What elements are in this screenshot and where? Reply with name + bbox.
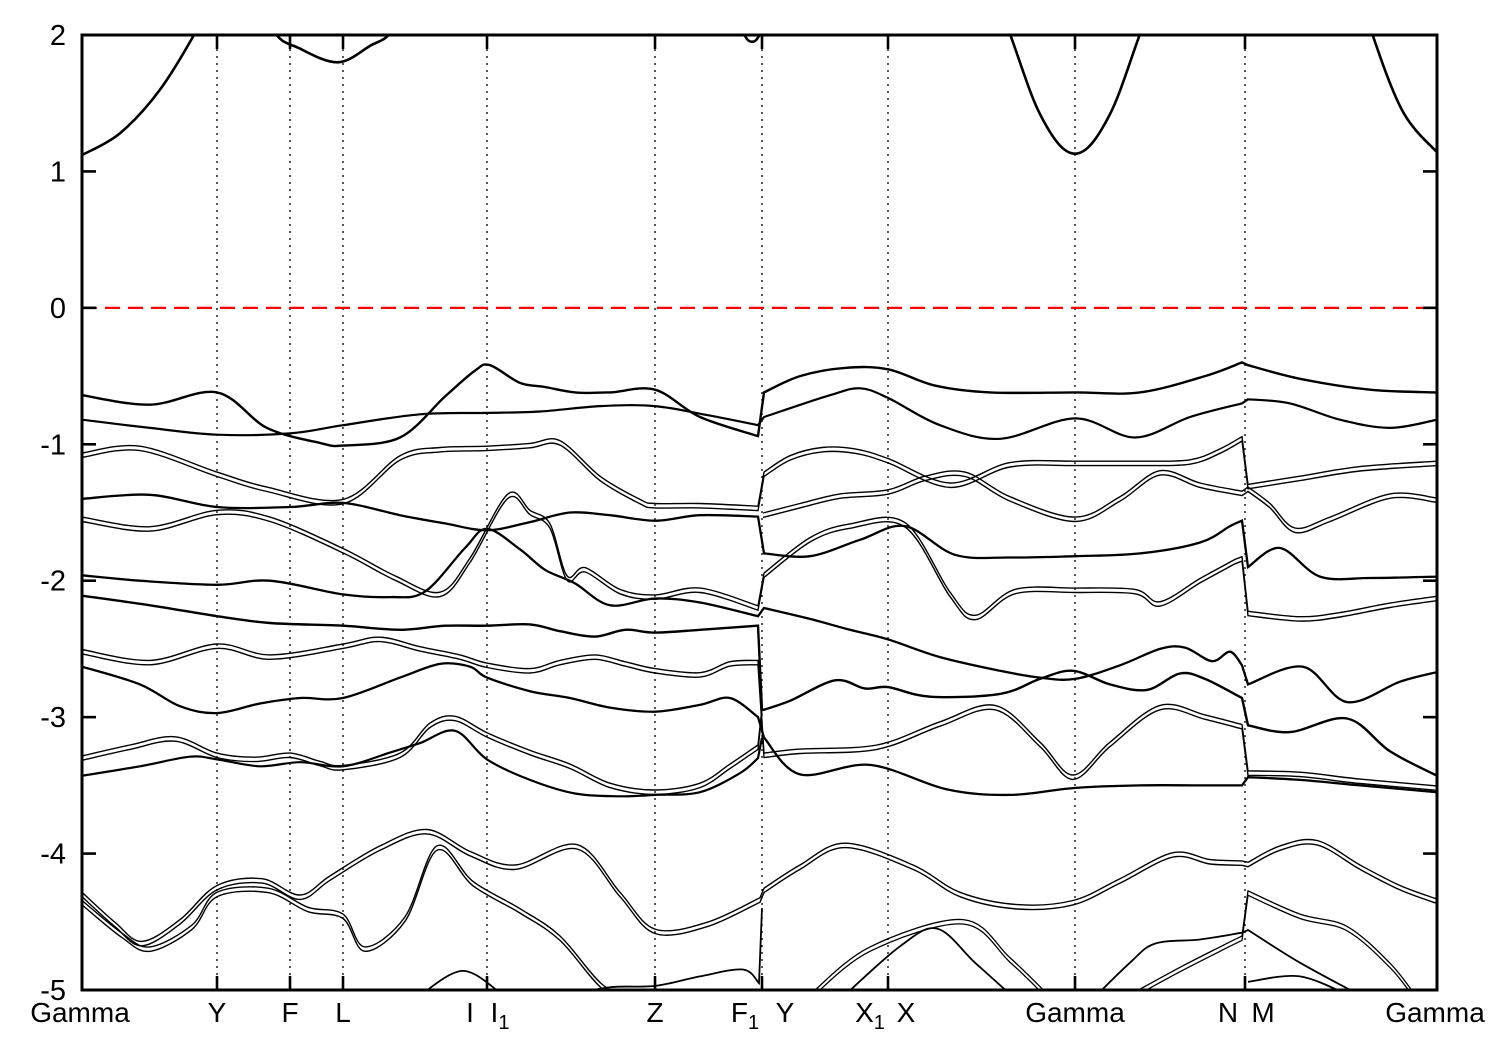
band-curve [82, 387, 1437, 440]
y-tick-label: 1 [50, 156, 66, 188]
band-curve [82, 491, 1437, 618]
band-curve [82, 844, 612, 990]
band-curve [82, 636, 1437, 787]
kpoint-label: Gamma [1385, 997, 1485, 1028]
band-curve [849, 927, 1007, 990]
band-curve [82, 828, 1437, 943]
kpoint-label: Gamma [1025, 997, 1125, 1028]
kpoint-label: Y [208, 997, 227, 1028]
kpoint-label: I1 [491, 997, 510, 1034]
band-curve [82, 712, 763, 796]
kpoint-label: M [1251, 997, 1274, 1028]
y-tick-label: -5 [40, 975, 66, 1007]
band-curve [82, 849, 605, 990]
band-curve [82, 662, 1437, 797]
band-curve [82, 435, 1437, 507]
band-curve [82, 833, 1437, 947]
y-tick-label: 0 [50, 293, 66, 325]
kpoint-label: Y [776, 997, 795, 1028]
kpoint-label: Gamma [30, 997, 130, 1028]
band-curve [814, 918, 1045, 990]
band-curve [82, 35, 1437, 157]
band-curve [1137, 889, 1413, 990]
band-curve [82, 527, 1437, 704]
band-curve [82, 361, 1437, 448]
y-tick-label: -1 [40, 429, 66, 461]
y-tick-label: -4 [40, 839, 66, 871]
kpoint-label: N [1218, 997, 1238, 1028]
kpoint-label: F [281, 997, 298, 1028]
band-curve [82, 640, 1437, 791]
y-tick-label: -3 [40, 702, 66, 734]
plot-frame [80, 33, 1439, 992]
y-tick-label: -2 [40, 566, 66, 598]
band-curve [82, 708, 763, 791]
bands-group [82, 35, 1437, 990]
band-curve [82, 439, 1437, 512]
band-curve [82, 729, 764, 798]
kpoint-label: Z [646, 997, 663, 1028]
band-curve [1247, 974, 1340, 990]
band-curve [82, 594, 1437, 777]
kpoint-label: I [466, 997, 474, 1028]
band-curve [1100, 928, 1353, 990]
band-curve [819, 923, 1040, 990]
band-curve [82, 495, 1437, 622]
kpoint-label: F1 [731, 997, 759, 1034]
band-curve [588, 908, 763, 990]
band-curve [762, 474, 1437, 534]
band-curve [425, 969, 498, 990]
y-tick-label: 2 [50, 20, 66, 52]
band-curve [762, 469, 1437, 530]
band-curve [1145, 894, 1410, 990]
kpoint-label: X [897, 997, 916, 1028]
kpoint-label: X1 [855, 997, 885, 1034]
band-curve [82, 493, 1437, 581]
kpoint-label: L [335, 997, 351, 1028]
